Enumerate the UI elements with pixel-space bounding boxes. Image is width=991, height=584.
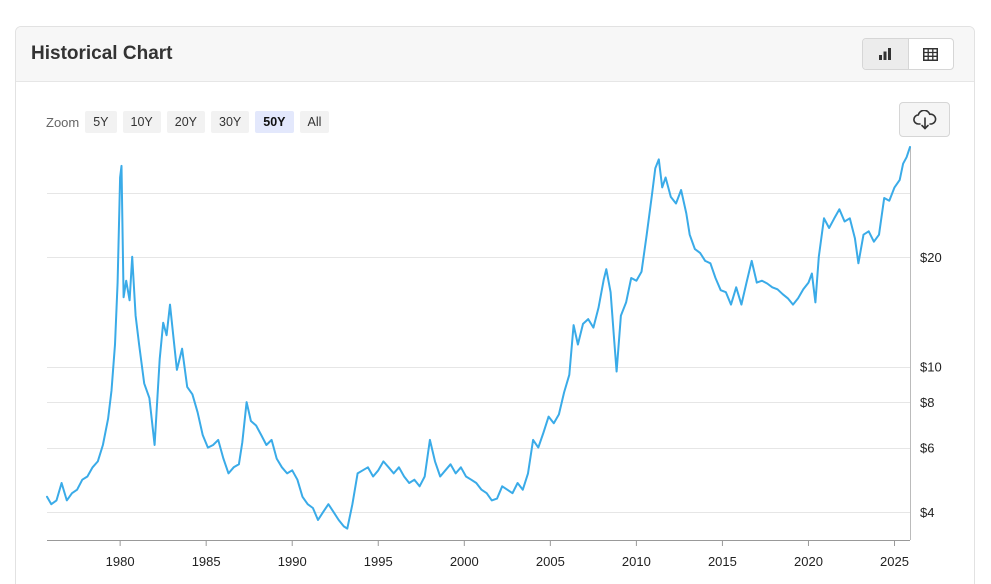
- table-icon: [923, 47, 939, 61]
- x-tick-label: 1985: [192, 554, 221, 569]
- zoom-all-button[interactable]: All: [299, 111, 330, 133]
- zoom-30y-button[interactable]: 30Y: [211, 111, 250, 133]
- y-tick-label: $6: [920, 441, 934, 456]
- x-tick-label: 2025: [880, 554, 909, 569]
- x-tick-label: 2020: [794, 554, 823, 569]
- price-chart: $4 $6 $8 $10 $20 1980 1985 1990 1995 2000 2005 2010…: [46, 146, 942, 569]
- view-toggle: [862, 38, 954, 70]
- x-tick-label: 1990: [278, 554, 307, 569]
- card-header: Historical Chart: [16, 27, 974, 82]
- x-tick-label: 2000: [450, 554, 479, 569]
- table-view-button[interactable]: [907, 39, 954, 69]
- x-tick-label: 2010: [622, 554, 651, 569]
- card-title: Historical Chart: [31, 43, 173, 64]
- y-tick-label: $4: [920, 505, 934, 520]
- historical-chart-card: Historical Chart Zoom 5: [15, 26, 975, 584]
- x-tick-label: 2015: [708, 554, 737, 569]
- zoom-5y-button[interactable]: 5Y: [85, 111, 117, 133]
- chart-view-button[interactable]: [863, 39, 908, 69]
- zoom-50y-button[interactable]: 50Y: [255, 111, 294, 133]
- zoom-label: Zoom: [46, 114, 80, 130]
- bar-chart-icon: [879, 48, 892, 60]
- x-tick-label: 2005: [536, 554, 565, 569]
- zoom-20y-button[interactable]: 20Y: [166, 111, 206, 133]
- y-tick-label: $8: [920, 395, 934, 410]
- y-tick-label: $20: [920, 250, 942, 265]
- x-tick-label: 1980: [106, 554, 135, 569]
- download-button[interactable]: [899, 102, 950, 137]
- zoom-10y-button[interactable]: 10Y: [122, 111, 161, 133]
- price-series-line: [46, 146, 911, 530]
- zoom-bar: Zoom 5Y 10Y 20Y 30Y 50Y All: [46, 111, 335, 133]
- x-tick-label: 1995: [364, 554, 393, 569]
- y-tick-label: $10: [920, 360, 942, 375]
- cloud-download-icon: [912, 109, 936, 129]
